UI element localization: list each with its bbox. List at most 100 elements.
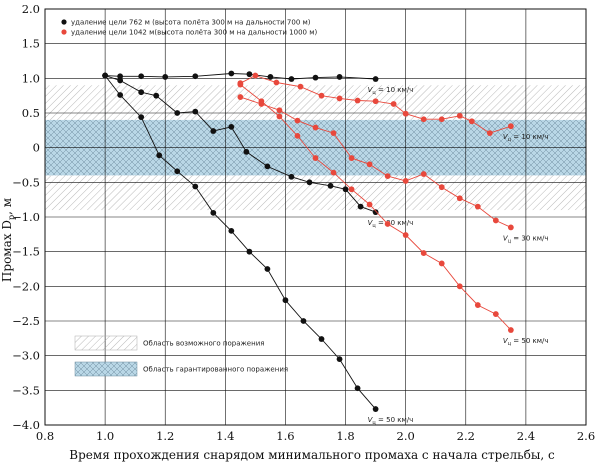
data-point xyxy=(372,76,379,82)
zone-swatch-guaranteed xyxy=(74,361,138,377)
data-point xyxy=(456,283,463,290)
legend-marker-1 xyxy=(61,29,67,35)
x-tick-label: 2.4 xyxy=(517,429,535,443)
data-point xyxy=(117,73,124,80)
data-point xyxy=(117,77,124,84)
data-point xyxy=(507,123,514,130)
data-point xyxy=(384,173,391,179)
series-line xyxy=(240,84,512,331)
x-tick-label: 0.8 xyxy=(36,429,54,443)
data-point xyxy=(252,72,259,79)
plot-frame xyxy=(44,8,587,426)
data-point xyxy=(276,113,283,120)
x-tick-label: 2.0 xyxy=(397,429,415,443)
x-tick-label: 2.6 xyxy=(577,429,595,443)
y-tick-label: −1.5 xyxy=(12,245,40,259)
x-axis-title: Время прохождения снарядом минимального … xyxy=(69,448,555,462)
series-1: Vц = 30 км/ч xyxy=(102,72,414,229)
legend-label-0: удаление цели 762 м (высота полёта 300 м… xyxy=(71,19,311,27)
data-point xyxy=(354,97,361,104)
data-point xyxy=(153,92,160,99)
data-point xyxy=(138,89,145,96)
data-point xyxy=(357,203,364,210)
y-tick-label: 0.5 xyxy=(22,106,40,120)
data-point xyxy=(273,79,280,86)
data-point xyxy=(228,227,235,234)
data-point xyxy=(312,124,319,131)
data-point xyxy=(192,183,199,190)
data-point xyxy=(468,118,475,125)
data-point xyxy=(372,209,379,216)
y-tick-label: −4.0 xyxy=(12,418,40,432)
x-tick-label: 1.4 xyxy=(216,429,234,443)
y-tick-label: 1.5 xyxy=(22,37,40,51)
data-point xyxy=(420,116,427,123)
series-2: Vц = 50 км/ч xyxy=(102,72,414,426)
y-tick-label: −0.5 xyxy=(12,175,40,189)
data-point xyxy=(318,336,325,342)
y-axis-title-sub: p xyxy=(7,215,16,220)
ticks-layer: 2.0 1.5 1.0 0.5 0 −0.5 −1.0 −1.5 −2.0 −2.5 −3.0 −3.… xyxy=(12,2,595,443)
data-point xyxy=(507,224,514,231)
data-point xyxy=(102,72,109,79)
data-point xyxy=(372,98,379,105)
y-tick-label: −2.0 xyxy=(12,279,40,293)
series-4: Vц = 30 км/ч xyxy=(237,94,549,244)
data-point xyxy=(192,108,199,115)
data-point xyxy=(117,92,124,98)
data-point xyxy=(276,107,283,114)
data-point xyxy=(348,186,355,193)
zone-legend: Область возможного поражения Область гар… xyxy=(74,335,288,377)
data-point xyxy=(330,130,337,137)
speed-label: Vц = 10 км/ч xyxy=(503,133,549,143)
data-point xyxy=(246,248,253,255)
data-point xyxy=(264,266,271,272)
data-point xyxy=(438,116,445,123)
data-point xyxy=(162,74,169,80)
data-point xyxy=(474,203,481,210)
data-point xyxy=(384,221,391,227)
data-point xyxy=(420,250,427,256)
data-point xyxy=(312,155,319,161)
data-point xyxy=(330,169,337,176)
data-point xyxy=(366,161,373,168)
data-point xyxy=(342,186,349,193)
series-line xyxy=(240,96,512,228)
data-point xyxy=(282,297,289,304)
data-point xyxy=(486,130,493,137)
data-point xyxy=(300,318,307,324)
legend-marker-0 xyxy=(61,19,67,25)
data-point xyxy=(237,94,244,100)
y-tick-label: 1.0 xyxy=(22,71,40,85)
data-point xyxy=(366,201,373,208)
y-tick-label: 0 xyxy=(33,141,40,155)
series-line xyxy=(240,75,512,134)
series-5: Vц = 50 км/ч xyxy=(237,81,549,347)
speed-label: Vц = 10 км/ч xyxy=(368,86,414,96)
speed-label: Vц = 30 км/ч xyxy=(368,219,414,229)
data-point xyxy=(258,98,265,105)
speed-label: Vц = 50 км/ч xyxy=(368,416,414,426)
data-point xyxy=(288,76,295,82)
data-point xyxy=(228,70,235,77)
x-tick-label: 2.2 xyxy=(457,429,475,443)
series-3: Vц = 10 км/ч xyxy=(237,72,549,143)
data-point xyxy=(402,178,409,184)
data-point xyxy=(336,95,343,102)
data-point xyxy=(456,195,463,202)
data-point xyxy=(438,260,445,267)
data-point xyxy=(138,73,145,80)
data-point xyxy=(237,81,244,88)
y-axis-title-main: Промах D xyxy=(0,220,14,282)
data-point xyxy=(402,110,409,117)
zone-label-possible: Область возможного поражения xyxy=(143,340,264,348)
data-point xyxy=(318,92,325,99)
data-point xyxy=(267,74,274,80)
data-point xyxy=(390,101,397,107)
speed-label: Vц = 30 км/ч xyxy=(503,234,549,244)
y-tick-label: −3.5 xyxy=(12,383,40,397)
data-point xyxy=(174,168,181,175)
data-point xyxy=(372,406,379,412)
data-point xyxy=(174,110,181,116)
